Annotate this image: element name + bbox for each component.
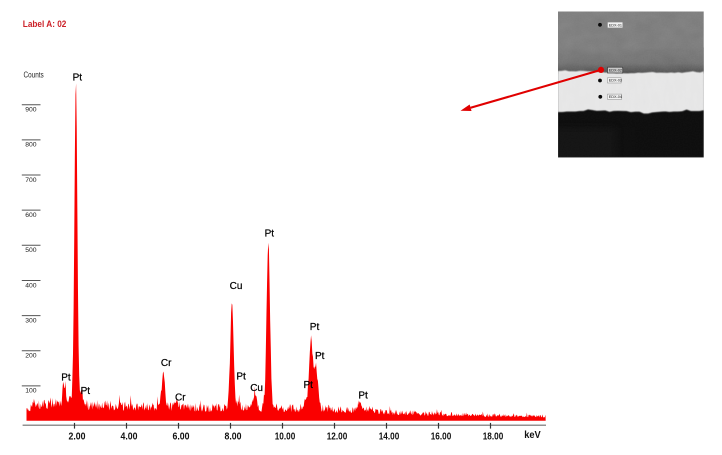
svg-text:500: 500 — [25, 247, 37, 254]
svg-text:10.00: 10.00 — [275, 431, 296, 443]
svg-text:Pt: Pt — [236, 371, 246, 382]
svg-text:EDX-03: EDX-03 — [609, 79, 622, 83]
svg-text:200: 200 — [25, 353, 37, 360]
svg-text:8.00: 8.00 — [225, 431, 242, 443]
svg-text:14.00: 14.00 — [379, 431, 400, 443]
svg-text:Pt: Pt — [315, 351, 325, 362]
svg-text:Pt: Pt — [358, 390, 368, 401]
svg-text:Cr: Cr — [161, 358, 172, 369]
svg-text:18.00: 18.00 — [483, 431, 504, 443]
svg-text:2.00: 2.00 — [69, 431, 86, 443]
svg-text:Pt: Pt — [265, 228, 275, 239]
svg-text:400: 400 — [25, 282, 37, 289]
svg-text:12.00: 12.00 — [327, 431, 348, 443]
svg-text:EDX-01: EDX-01 — [609, 24, 622, 28]
svg-text:800: 800 — [25, 142, 37, 149]
svg-text:Cr: Cr — [175, 392, 186, 403]
svg-text:900: 900 — [25, 107, 37, 114]
svg-text:Label A: 02: Label A: 02 — [23, 19, 67, 29]
svg-text:EDX-04: EDX-04 — [609, 95, 622, 99]
svg-text:4.00: 4.00 — [121, 431, 138, 443]
svg-text:16.00: 16.00 — [431, 431, 452, 443]
svg-text:700: 700 — [25, 177, 37, 184]
svg-text:Counts: Counts — [24, 70, 44, 79]
svg-text:6.00: 6.00 — [173, 431, 190, 443]
svg-text:100: 100 — [25, 388, 37, 395]
svg-text:300: 300 — [25, 317, 37, 324]
svg-text:Cu: Cu — [250, 383, 263, 394]
svg-text:Pt: Pt — [310, 322, 320, 333]
svg-text:Pt: Pt — [61, 373, 71, 384]
svg-text:Pt: Pt — [73, 73, 83, 84]
svg-text:EDX-02: EDX-02 — [609, 69, 622, 73]
svg-text:keV: keV — [524, 429, 541, 441]
svg-text:Pt: Pt — [81, 386, 91, 397]
svg-text:Pt: Pt — [304, 380, 314, 391]
svg-text:Cu: Cu — [230, 281, 243, 292]
svg-text:600: 600 — [25, 212, 37, 219]
